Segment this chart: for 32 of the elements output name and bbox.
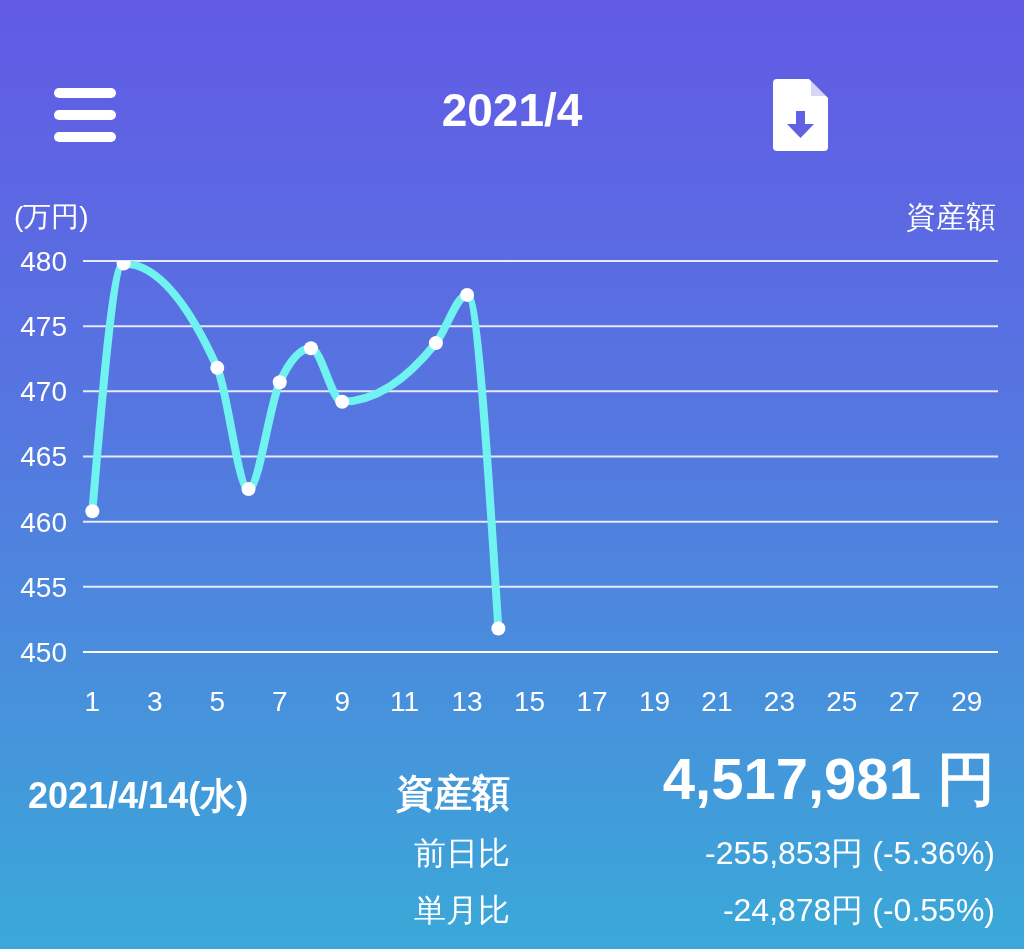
y-tick-label: 460 [20,506,67,538]
text: -255,853円 (-5.36%) [705,835,995,871]
text: 資産額 [396,772,510,814]
y-tick-label: 470 [20,376,67,408]
text: 4,517,981 円 [662,745,995,811]
y-axis-title: (万円) [14,201,89,232]
text: -24,878円 (-0.55%) [722,892,995,928]
y-tick-label: 455 [20,571,67,603]
x-tick-label: 13 [451,685,483,717]
y-tick-label: 475 [20,311,67,343]
chart-title: 2021/4 [441,84,583,136]
x-tick-label: 25 [826,685,858,717]
x-tick-label: 7 [271,685,288,717]
x-tick-label: 1 [84,685,101,717]
x-tick-label: 9 [334,685,350,717]
y-tick-label: 465 [20,441,67,473]
x-tick-label: 27 [888,685,920,717]
x-tick-label: 19 [638,685,671,717]
text: 2021/4/14(水) [28,774,249,816]
x-tick-label: 29 [951,685,983,717]
x-tick-label: 11 [390,685,420,717]
x-tick-label: 23 [763,685,795,717]
x-tick-label: 3 [147,685,163,717]
text: 前日比 [414,835,510,871]
x-tick-label: 5 [209,685,226,717]
y-tick-label: 480 [20,245,67,277]
x-tick-label: 21 [701,685,733,717]
text: 資産額 [906,200,996,233]
x-tick-label: 15 [513,685,546,717]
x-tick-label: 17 [576,685,608,717]
text: 単月比 [414,892,510,928]
y-tick-label: 450 [20,636,67,668]
